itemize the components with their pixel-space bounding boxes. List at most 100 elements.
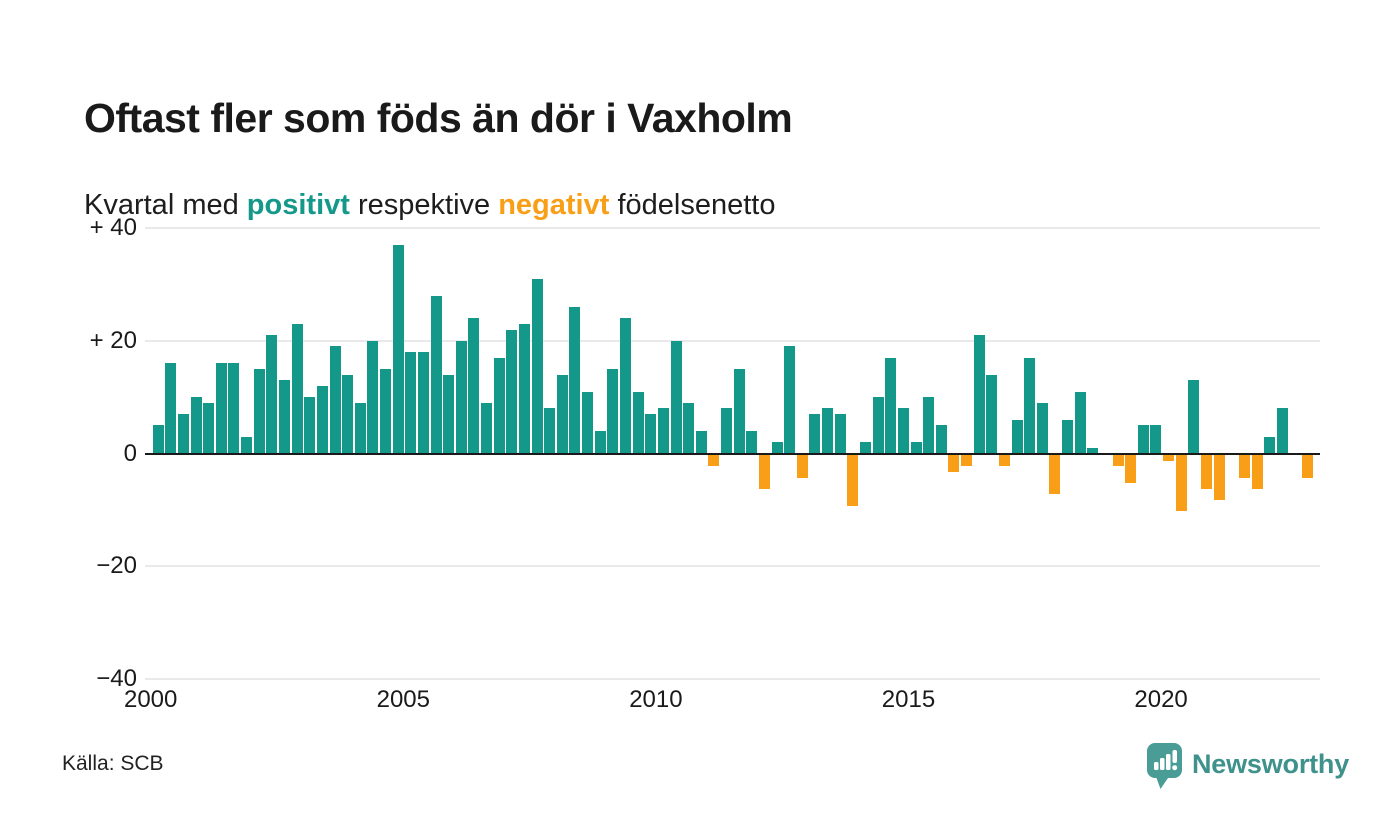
- subtitle-negative-word: negativt: [498, 189, 610, 221]
- positive-bar-2004-Q3: [380, 368, 392, 454]
- positive-bar-2022-Q1: [1264, 436, 1276, 454]
- positive-bar-2005-Q3: [430, 295, 442, 454]
- positive-bar-2001-Q1: [203, 402, 215, 454]
- negative-bar-2016-Q4: [998, 455, 1010, 467]
- positive-bar-2004-Q1: [354, 402, 366, 454]
- positive-bar-2005-Q2: [417, 352, 429, 454]
- positive-bar-2008-Q2: [569, 306, 581, 454]
- chart-subtitle: Kvartal med positivt respektive negativt…: [84, 189, 775, 222]
- gridline: [145, 565, 1320, 568]
- subtitle-positive-word: positivt: [246, 189, 350, 221]
- positive-bar-2000-Q3: [177, 414, 189, 454]
- y-tick-label: −40: [96, 664, 137, 692]
- newsworthy-logo-icon: [1147, 743, 1182, 789]
- positive-bar-2006-Q3: [481, 402, 493, 454]
- newsworthy-logo[interactable]: Newsworthy: [1147, 743, 1349, 789]
- positive-bar-2000-Q1: [152, 425, 164, 454]
- negative-bar-2022-Q4: [1302, 455, 1314, 478]
- negative-bar-2020-Q4: [1200, 455, 1212, 489]
- x-tick-label-2015: 2015: [881, 686, 936, 713]
- y-tick-label: + 20: [89, 326, 137, 354]
- subtitle-text-mid: respektive: [349, 189, 499, 221]
- x-tick-label-2010: 2010: [629, 686, 683, 713]
- positive-bar-2010-Q1: [657, 408, 669, 454]
- negative-bar-2019-Q1: [1112, 455, 1124, 467]
- negative-bar-2020-Q2: [1175, 455, 1187, 512]
- subtitle-text-pre: Kvartal med: [84, 189, 247, 221]
- positive-bar-2006-Q1: [455, 340, 467, 454]
- newsworthy-wordmark: Newsworthy: [1192, 749, 1350, 779]
- positive-bar-2017-Q1: [1011, 419, 1023, 454]
- positive-bar-2002-Q3: [279, 380, 290, 454]
- positive-bar-2006-Q2: [468, 318, 480, 454]
- positive-bar-2001-Q4: [241, 436, 253, 454]
- positive-bar-2019-Q4: [1150, 425, 1162, 454]
- positive-bar-2014-Q2: [872, 397, 884, 454]
- negative-bar-2021-Q3: [1238, 455, 1250, 478]
- negative-bar-2016-Q1: [961, 455, 973, 467]
- positive-bar-2004-Q2: [367, 340, 379, 454]
- positive-bar-2004-Q4: [392, 245, 404, 454]
- positive-bar-2013-Q3: [834, 414, 846, 454]
- positive-bar-2011-Q4: [746, 430, 758, 454]
- positive-bar-2003-Q1: [304, 397, 316, 454]
- positive-bar-2002-Q1: [253, 368, 265, 454]
- positive-bar-2009-Q2: [620, 318, 631, 454]
- positive-bar-2011-Q3: [733, 368, 745, 454]
- y-tick-label: + 40: [89, 214, 137, 242]
- positive-bar-2018-Q1: [1062, 419, 1074, 454]
- positive-bar-2009-Q4: [645, 414, 657, 454]
- x-tick-label-2020: 2020: [1134, 686, 1188, 713]
- positive-bar-2018-Q2: [1074, 391, 1086, 454]
- positive-bar-2008-Q1: [556, 374, 568, 454]
- gridline: [145, 677, 1320, 680]
- positive-bar-2012-Q2: [771, 442, 783, 454]
- positive-bar-2002-Q2: [266, 335, 278, 454]
- gridline: [145, 227, 1320, 230]
- positive-bar-2022-Q2: [1276, 408, 1288, 454]
- positive-bar-2010-Q3: [683, 402, 695, 454]
- positive-bar-2007-Q1: [506, 329, 518, 454]
- positive-bar-2017-Q3: [1036, 402, 1048, 454]
- positive-bar-2008-Q3: [582, 391, 594, 454]
- positive-bar-2017-Q2: [1024, 357, 1036, 454]
- page-title: Oftast fler som föds än dör i Vaxholm: [84, 95, 793, 142]
- positive-bar-2012-Q3: [784, 346, 796, 454]
- negative-bar-2013-Q4: [847, 455, 859, 506]
- positive-bar-2019-Q3: [1137, 425, 1149, 454]
- gridline: [145, 339, 1320, 342]
- positive-bar-2011-Q2: [721, 408, 733, 454]
- negative-bar-2012-Q4: [796, 455, 808, 478]
- positive-bar-2015-Q1: [910, 442, 922, 454]
- negative-bar-2012-Q1: [758, 455, 770, 489]
- y-tick-label: −20: [96, 552, 137, 580]
- positive-bar-2005-Q1: [405, 352, 417, 454]
- positive-bar-2009-Q1: [607, 368, 619, 454]
- subtitle-text-post: födelsenetto: [609, 189, 776, 221]
- negative-bar-2021-Q4: [1251, 455, 1263, 489]
- positive-bar-2014-Q1: [859, 442, 871, 454]
- positive-bar-2016-Q3: [986, 374, 998, 454]
- positive-bar-2010-Q4: [695, 430, 707, 454]
- positive-bar-2010-Q2: [670, 340, 682, 454]
- positive-bar-2007-Q3: [531, 278, 543, 454]
- positive-bar-2006-Q4: [493, 357, 505, 454]
- positive-bar-2018-Q3: [1087, 447, 1099, 454]
- negative-bar-2011-Q1: [708, 455, 720, 467]
- zero-axis-line: [145, 452, 1320, 455]
- positive-bar-2009-Q3: [632, 391, 644, 454]
- negative-bar-2017-Q4: [1049, 455, 1061, 495]
- y-tick-label: 0: [123, 439, 137, 467]
- positive-bar-2013-Q2: [822, 408, 834, 454]
- x-tick-label-2000: 2000: [123, 686, 178, 713]
- positive-bar-2003-Q4: [342, 374, 354, 454]
- negative-bar-2019-Q2: [1125, 455, 1137, 484]
- negative-bar-2015-Q4: [948, 455, 960, 472]
- positive-bar-2007-Q4: [544, 408, 556, 454]
- positive-bar-2003-Q3: [329, 346, 341, 454]
- positive-bar-2000-Q2: [165, 363, 177, 454]
- source-caption: Källa: SCB: [62, 752, 164, 775]
- positive-bar-2001-Q3: [228, 363, 240, 454]
- x-tick-label-2005: 2005: [376, 686, 430, 713]
